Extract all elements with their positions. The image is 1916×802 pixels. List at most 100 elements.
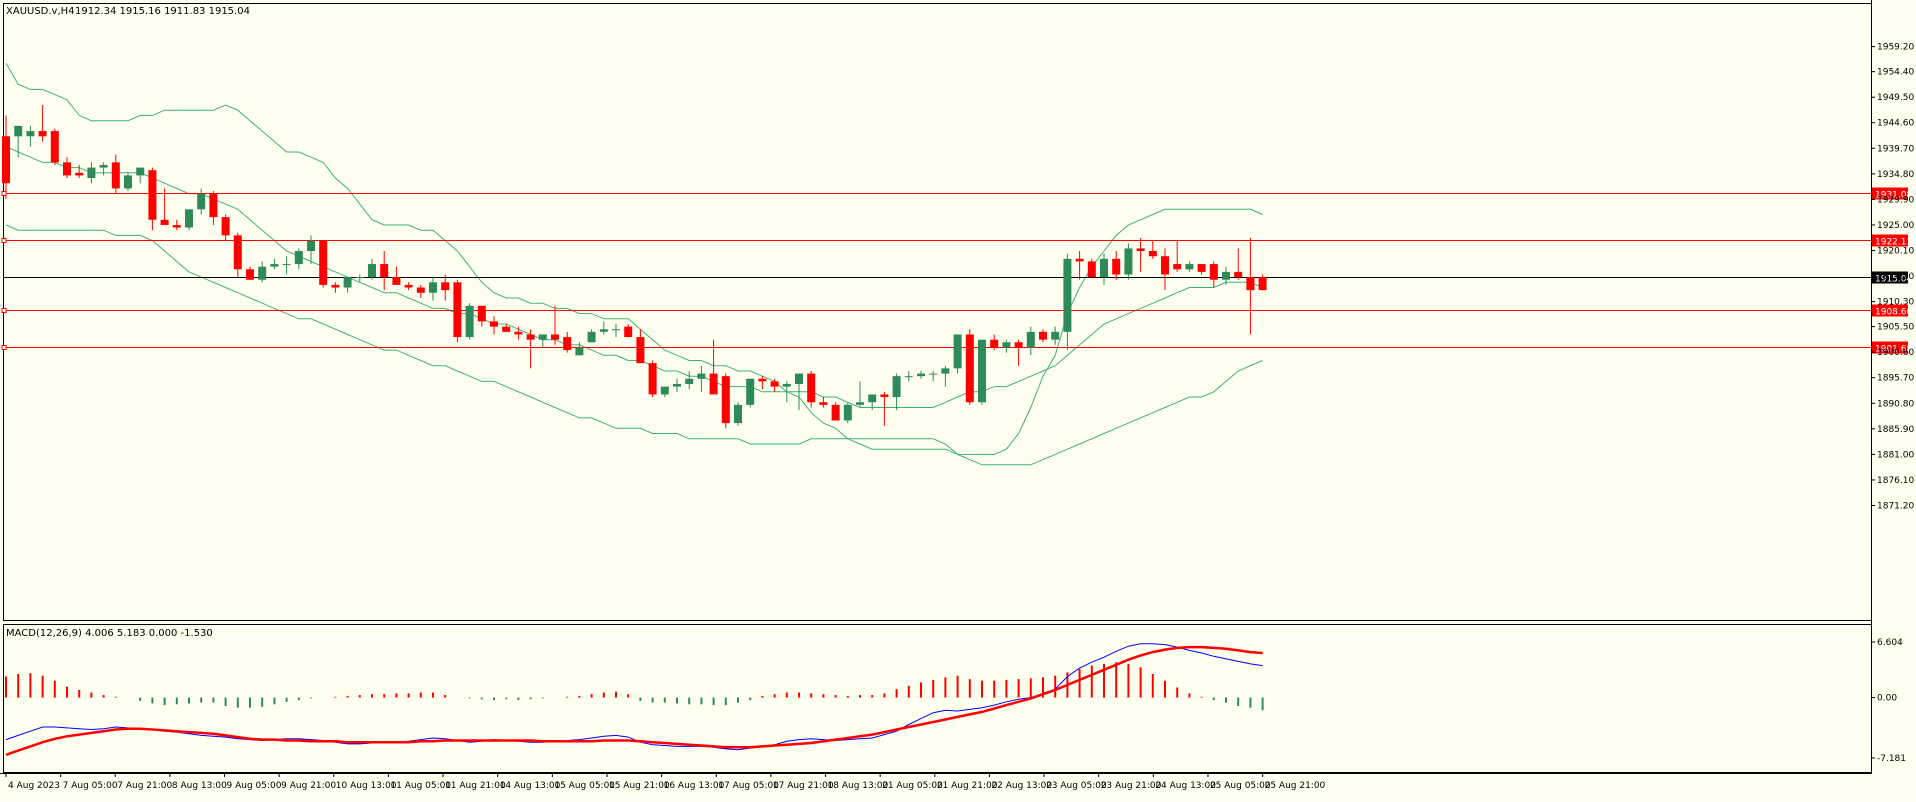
bear-candle[interactable]: [1039, 329, 1047, 343]
level-handle[interactable]: [1, 191, 7, 196]
bull-candle[interactable]: [917, 370, 925, 379]
bull-candle[interactable]: [307, 235, 315, 265]
bull-candle[interactable]: [856, 381, 864, 408]
level-handle[interactable]: [1, 238, 7, 243]
bull-candle[interactable]: [953, 334, 962, 374]
bull-candle[interactable]: [368, 258, 376, 280]
bear-candle[interactable]: [50, 128, 59, 165]
bull-candle[interactable]: [599, 321, 608, 335]
bull-candle[interactable]: [355, 274, 364, 283]
bull-candle[interactable]: [258, 261, 267, 283]
candles[interactable]: [2, 105, 1267, 429]
bear-candle[interactable]: [648, 360, 657, 398]
bear-candle[interactable]: [624, 324, 633, 338]
bear-candle[interactable]: [63, 157, 71, 179]
bull-candle[interactable]: [673, 378, 681, 392]
bear-candle[interactable]: [209, 191, 218, 225]
bear-candle[interactable]: [551, 305, 559, 345]
bear-candle[interactable]: [416, 284, 425, 298]
bear-candle[interactable]: [380, 251, 389, 291]
bear-candle[interactable]: [233, 232, 242, 278]
bull-candle[interactable]: [1026, 326, 1035, 356]
bear-candle[interactable]: [111, 154, 120, 194]
bull-candle[interactable]: [795, 373, 803, 411]
bull-candle[interactable]: [1185, 261, 1194, 272]
bull-candle[interactable]: [1063, 253, 1072, 351]
bear-candle[interactable]: [2, 115, 10, 199]
bull-candle[interactable]: [612, 324, 620, 338]
bull-candle[interactable]: [782, 381, 791, 403]
bear-candle[interactable]: [1014, 339, 1023, 366]
bull-candle[interactable]: [136, 167, 145, 184]
bull-candle[interactable]: [734, 402, 742, 426]
bear-candle[interactable]: [990, 334, 999, 351]
bull-candle[interactable]: [660, 386, 669, 398]
bear-candle[interactable]: [1087, 258, 1096, 278]
bear-candle[interactable]: [758, 376, 767, 390]
bull-candle[interactable]: [1002, 339, 1011, 353]
bull-candle[interactable]: [343, 277, 352, 293]
bear-candle[interactable]: [1136, 237, 1145, 272]
bear-candle[interactable]: [453, 279, 462, 343]
level-handle[interactable]: [1, 345, 7, 350]
bull-candle[interactable]: [1124, 243, 1133, 280]
bear-candle[interactable]: [721, 373, 730, 429]
bull-candle[interactable]: [892, 373, 901, 411]
bear-candle[interactable]: [490, 316, 498, 335]
bear-candle[interactable]: [441, 274, 450, 301]
bull-candle[interactable]: [697, 365, 706, 392]
bull-candle[interactable]: [26, 125, 35, 147]
bear-candle[interactable]: [1112, 251, 1121, 280]
bear-candle[interactable]: [75, 164, 84, 179]
bear-candle[interactable]: [392, 266, 401, 285]
bull-candle[interactable]: [1222, 266, 1230, 285]
bull-candle[interactable]: [941, 365, 950, 387]
bear-candle[interactable]: [404, 282, 413, 291]
bear-candle[interactable]: [172, 219, 181, 231]
bull-candle[interactable]: [87, 162, 96, 184]
bear-candle[interactable]: [709, 339, 718, 395]
bear-candle[interactable]: [246, 266, 254, 280]
bull-candle[interactable]: [185, 209, 193, 231]
bull-candle[interactable]: [1100, 253, 1108, 285]
bull-candle[interactable]: [429, 277, 437, 301]
bear-candle[interactable]: [160, 188, 169, 225]
bear-candle[interactable]: [1197, 264, 1206, 275]
bear-candle[interactable]: [502, 324, 511, 332]
bull-candle[interactable]: [294, 248, 303, 270]
bear-candle[interactable]: [819, 397, 828, 408]
bear-candle[interactable]: [1209, 261, 1218, 288]
bear-candle[interactable]: [1075, 251, 1084, 280]
bull-candle[interactable]: [270, 258, 279, 270]
bull-candle[interactable]: [538, 334, 547, 348]
bear-candle[interactable]: [477, 305, 486, 327]
bull-candle[interactable]: [587, 329, 596, 343]
bear-candle[interactable]: [221, 214, 230, 241]
bear-candle[interactable]: [965, 329, 974, 405]
bear-candle[interactable]: [807, 370, 816, 408]
bear-candle[interactable]: [636, 329, 645, 364]
bear-candle[interactable]: [1246, 237, 1255, 335]
bear-candle[interactable]: [331, 282, 340, 293]
bear-candle[interactable]: [1173, 240, 1182, 272]
bull-candle[interactable]: [978, 339, 986, 405]
bear-candle[interactable]: [770, 378, 779, 392]
bull-candle[interactable]: [1051, 326, 1060, 345]
bear-candle[interactable]: [319, 240, 328, 288]
bear-candle[interactable]: [1161, 248, 1169, 291]
bear-candle[interactable]: [148, 167, 157, 231]
bear-candle[interactable]: [563, 331, 572, 353]
bear-candle[interactable]: [514, 326, 523, 340]
bear-candle[interactable]: [1234, 248, 1243, 280]
bull-candle[interactable]: [575, 342, 584, 356]
bull-candle[interactable]: [685, 370, 694, 390]
level-handle[interactable]: [1, 308, 7, 313]
bear-candle[interactable]: [880, 391, 889, 426]
bull-candle[interactable]: [197, 188, 206, 215]
bear-candle[interactable]: [1258, 274, 1267, 291]
bull-candle[interactable]: [746, 378, 755, 408]
bull-candle[interactable]: [465, 303, 474, 340]
bear-candle[interactable]: [526, 329, 535, 369]
bull-candle[interactable]: [904, 370, 913, 382]
